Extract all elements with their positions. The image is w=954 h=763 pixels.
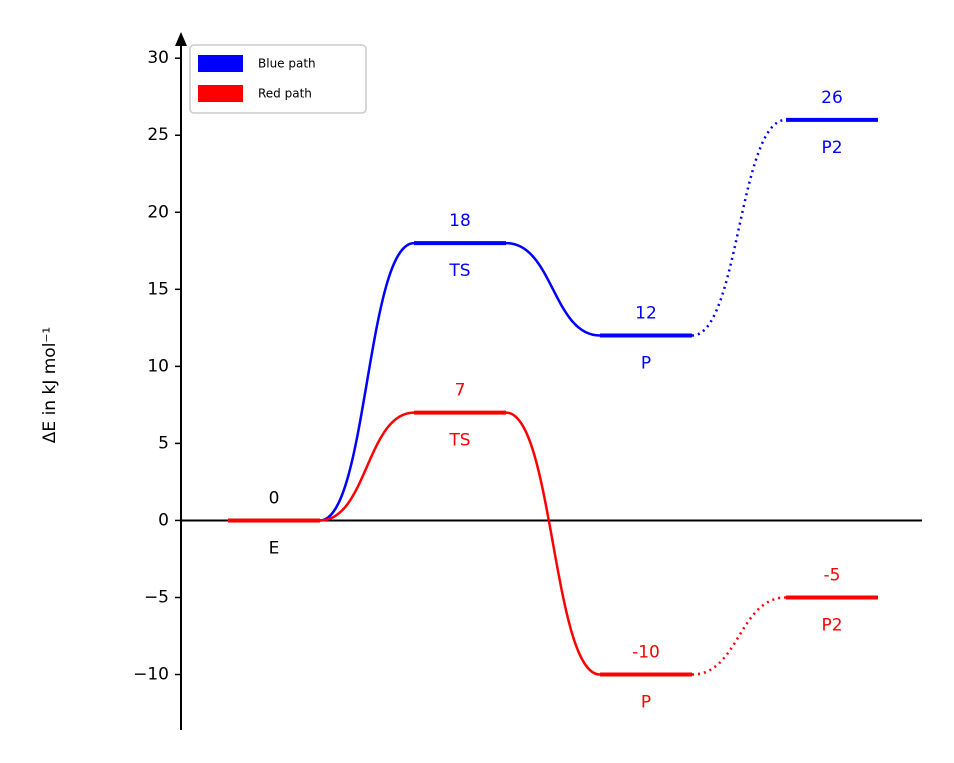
connector xyxy=(319,241,415,522)
legend-label: Blue path xyxy=(258,57,316,71)
value-label: 7 xyxy=(455,381,466,401)
connector xyxy=(319,411,415,522)
connector xyxy=(505,411,601,676)
state-label: P xyxy=(641,354,651,374)
connector xyxy=(691,596,787,676)
state-label: P xyxy=(641,693,651,713)
value-label: 18 xyxy=(449,211,471,231)
connector xyxy=(505,241,601,337)
y-tick-label: 0 xyxy=(158,510,169,530)
y-tick-label: 15 xyxy=(147,279,169,299)
connector xyxy=(691,118,787,337)
state-label: P2 xyxy=(821,138,842,158)
value-label: 26 xyxy=(821,88,843,108)
legend-swatch xyxy=(198,55,243,72)
state-label: P2 xyxy=(821,615,842,635)
y-tick-label: 10 xyxy=(147,356,169,376)
y-tick-label: 30 xyxy=(147,48,169,68)
y-tick-label: 25 xyxy=(147,125,169,145)
legend-swatch xyxy=(198,85,243,102)
state-label: E xyxy=(269,538,280,558)
y-tick-label: −10 xyxy=(133,665,169,685)
value-label: -10 xyxy=(632,643,660,663)
state-label: TS xyxy=(448,431,470,451)
y-tick-label: 20 xyxy=(147,202,169,222)
value-label: 12 xyxy=(635,304,657,324)
legend-label: Red path xyxy=(258,87,312,101)
y-axis-arrow xyxy=(175,32,187,46)
state-label: TS xyxy=(448,261,470,281)
y-tick-label: 5 xyxy=(158,433,169,453)
y-axis-label: ΔE in kJ mol⁻¹ xyxy=(40,327,60,443)
y-tick-label: −5 xyxy=(144,587,169,607)
value-label: 0 xyxy=(269,488,280,508)
value-label: -5 xyxy=(824,565,841,585)
